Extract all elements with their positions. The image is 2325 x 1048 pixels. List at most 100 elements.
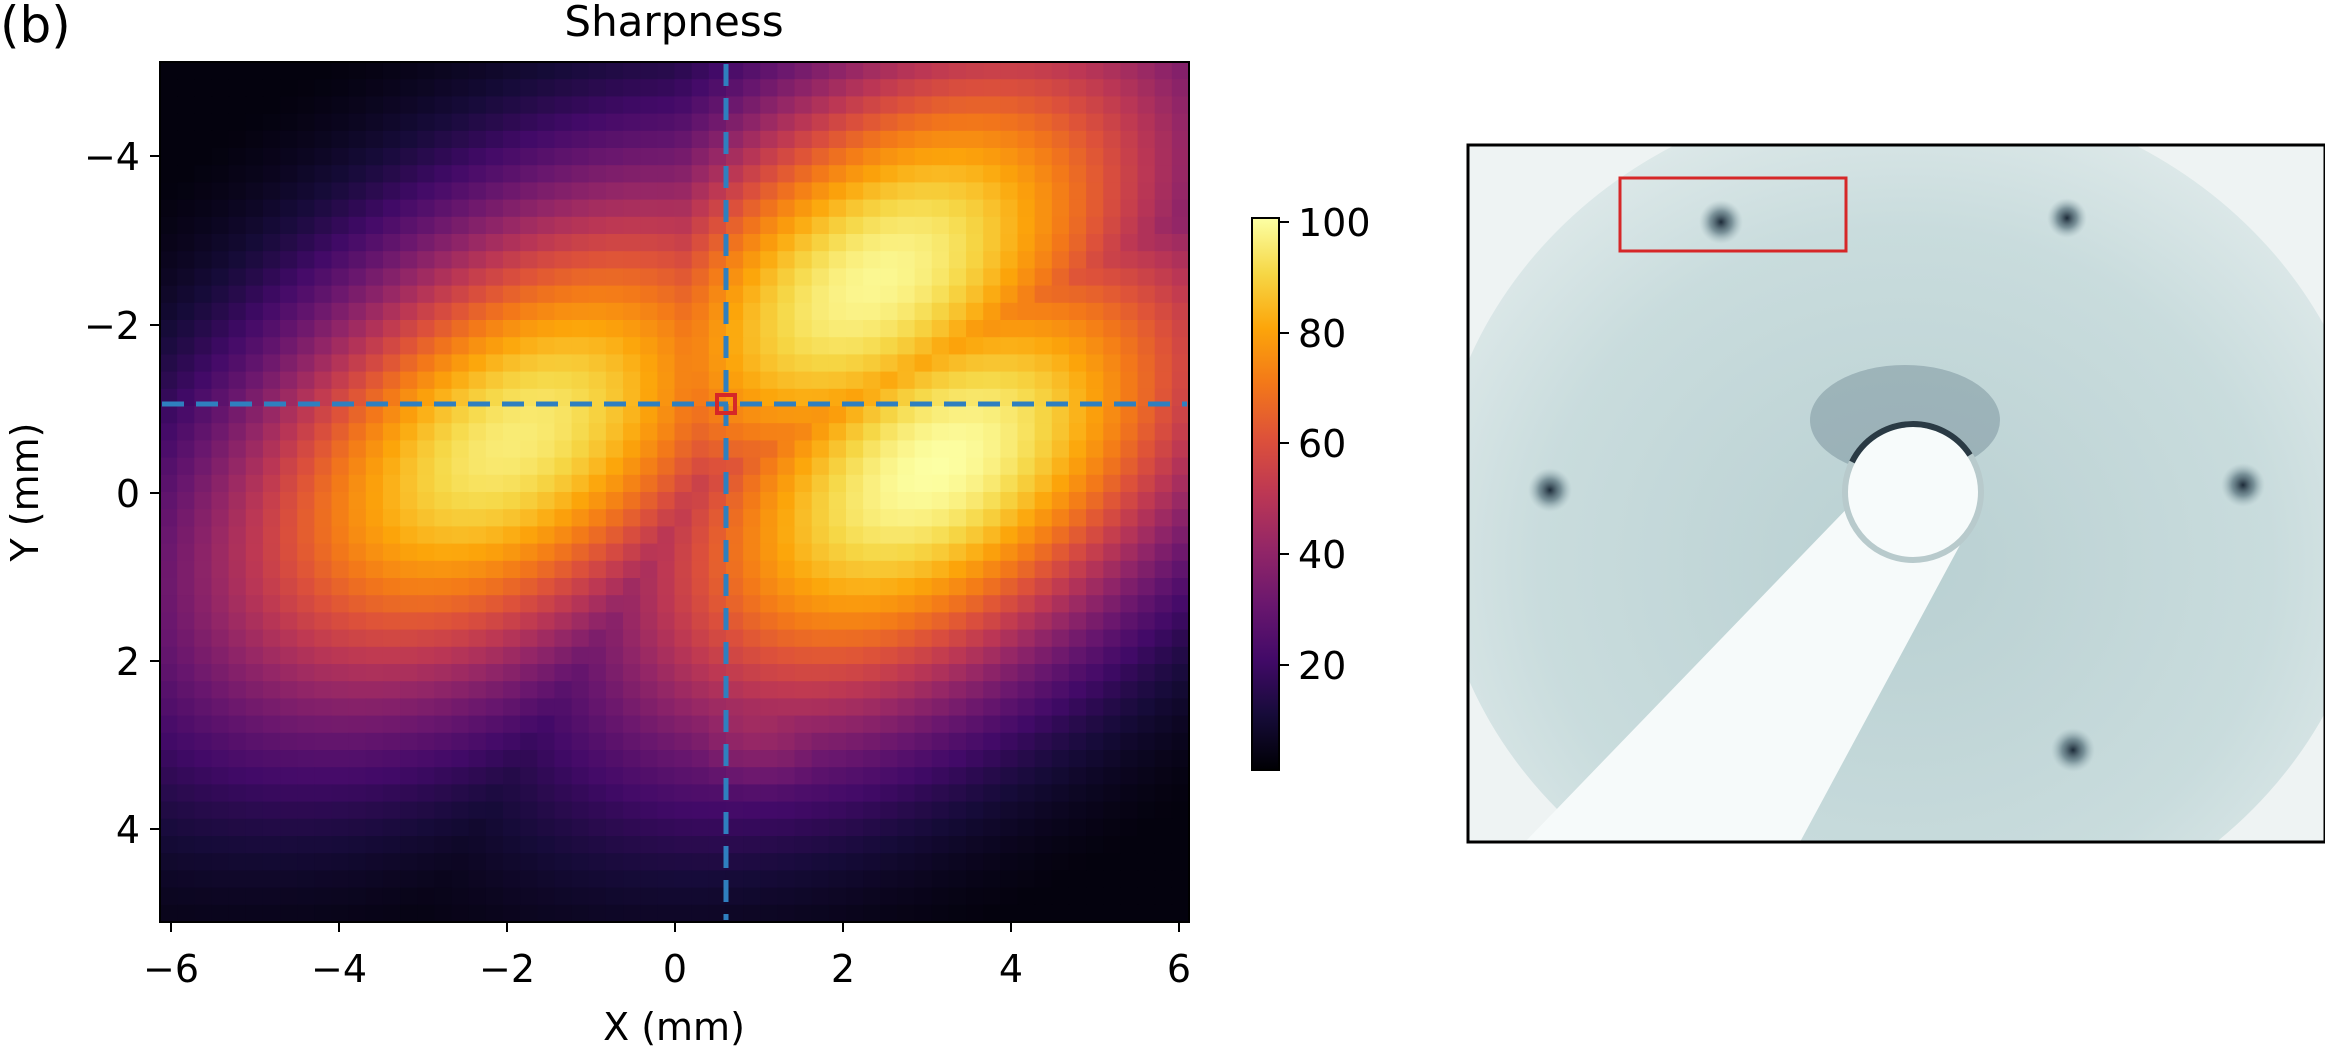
heatmap-cell (640, 698, 658, 717)
heatmap-cell (588, 715, 607, 734)
heatmap-cell (674, 646, 693, 665)
heatmap-cell (211, 750, 230, 768)
heatmap-cell (674, 526, 693, 545)
heatmap-cell (743, 784, 761, 803)
heatmap-cell (434, 96, 453, 115)
heatmap-cell (983, 904, 1001, 923)
heatmap-cell (537, 732, 556, 751)
heatmap-cell (1000, 165, 1019, 183)
heatmap-cell (948, 182, 967, 201)
heatmap-cell (571, 784, 590, 803)
heatmap-cell (382, 560, 401, 579)
heatmap-cell (931, 474, 950, 493)
heatmap-cell (811, 560, 830, 579)
heatmap-cell (485, 423, 504, 441)
heatmap-cell (914, 62, 933, 80)
heatmap-cell (1103, 853, 1121, 871)
heatmap-cell (811, 767, 830, 785)
heatmap-cell (897, 509, 916, 527)
heatmap-cell (863, 251, 881, 269)
heatmap-cell (262, 216, 281, 235)
heatmap-cell (262, 715, 281, 734)
heatmap-cell (794, 715, 813, 734)
heatmap-cell (280, 664, 298, 682)
heatmap-cell (468, 578, 487, 596)
heatmap-cell (228, 216, 247, 235)
heatmap-cell (417, 612, 435, 631)
heatmap-cell (520, 302, 538, 321)
heatmap-cell (863, 698, 881, 717)
heatmap-cell (537, 612, 556, 631)
heatmap-cell (262, 148, 281, 166)
heatmap-cell (1051, 474, 1070, 493)
heatmap-cell (725, 251, 744, 269)
heatmap-cell (708, 113, 727, 132)
heatmap-cell (1103, 234, 1121, 252)
heatmap-cell (983, 354, 1001, 373)
heatmap-cell (262, 664, 281, 682)
heatmap-cell (1068, 320, 1087, 338)
heatmap-cell (485, 887, 504, 906)
heatmap-cell (417, 492, 435, 510)
heatmap-cell (880, 371, 899, 390)
heatmap-cell (280, 234, 298, 252)
heatmap-cell (966, 457, 984, 476)
heatmap-cell (434, 646, 453, 665)
heatmap-cell (623, 750, 641, 768)
heatmap-cell (451, 509, 470, 527)
heatmap-cell (1051, 801, 1070, 820)
heatmap-cell (725, 371, 744, 390)
heatmap-cell (1000, 406, 1019, 424)
heatmap-cell (605, 337, 624, 355)
heatmap-cell (554, 165, 573, 183)
heatmap-cell (177, 337, 195, 355)
heatmap-cell (228, 664, 247, 682)
heatmap-cell (846, 165, 864, 183)
heatmap-cell (674, 578, 693, 596)
heatmap-cell (760, 234, 778, 252)
heatmap-cell (1137, 870, 1156, 889)
heatmap-cell (194, 818, 213, 837)
heatmap-cell (846, 440, 864, 459)
heatmap-cell (1171, 165, 1190, 183)
heatmap-cell (297, 79, 315, 97)
heatmap-cell (1051, 182, 1070, 201)
heatmap-cell (743, 664, 761, 682)
heatmap-cell (262, 268, 281, 287)
heatmap-cell (1120, 887, 1139, 906)
heatmap-cell (451, 578, 470, 596)
heatmap-cell (828, 423, 847, 441)
heatmap-cell (623, 595, 641, 613)
heatmap-cell (1154, 165, 1173, 183)
heatmap-cell (1171, 474, 1190, 493)
heatmap-cell (760, 423, 778, 441)
heatmap-cell (485, 560, 504, 579)
heatmap-cell (948, 612, 967, 631)
heatmap-cell (828, 784, 847, 803)
heatmap-cell (382, 904, 401, 923)
heatmap-cell (657, 595, 676, 613)
heatmap-cell (571, 698, 590, 717)
heatmap-cell (1154, 664, 1173, 682)
heatmap-cell (863, 767, 881, 785)
heatmap-cell (914, 887, 933, 906)
heatmap-cell (1017, 629, 1036, 648)
heatmap-cell (846, 560, 864, 579)
heatmap-cell (897, 784, 916, 803)
heatmap-cell (1017, 302, 1036, 321)
heatmap-cell (1120, 767, 1139, 785)
heatmap-cell (382, 79, 401, 97)
heatmap-cell (554, 543, 573, 562)
heatmap-cell (1154, 750, 1173, 768)
heatmap-cell (1154, 509, 1173, 527)
heatmap-cell (1137, 698, 1156, 717)
heatmap-cell (1068, 440, 1087, 459)
heatmap-cell (983, 578, 1001, 596)
heatmap-cell (983, 320, 1001, 338)
heatmap-cell (1154, 818, 1173, 837)
heatmap-cell (400, 130, 418, 149)
heatmap-cell (966, 612, 984, 631)
heatmap-cell (262, 371, 281, 390)
heatmap-cell (640, 543, 658, 562)
heatmap-cell (365, 904, 384, 923)
